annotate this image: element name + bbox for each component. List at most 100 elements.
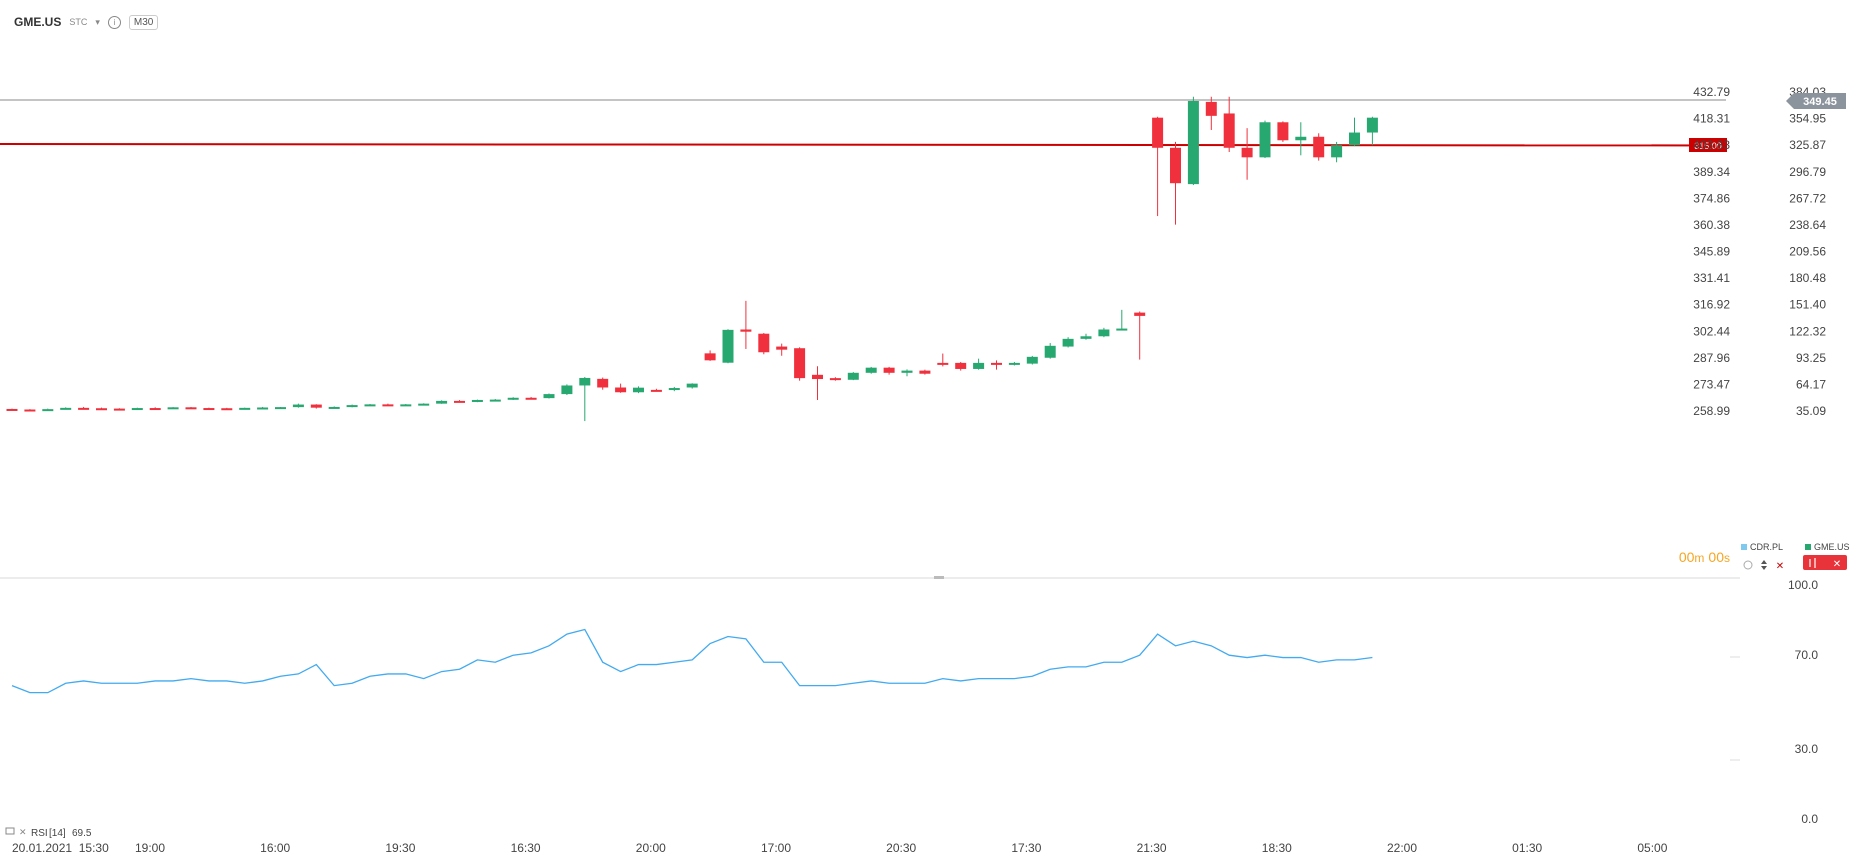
countdown-seconds-unit: s <box>1724 551 1730 565</box>
candle-body[interactable] <box>1116 328 1128 331</box>
indicator-menu-icon[interactable] <box>5 827 15 835</box>
candle-body[interactable] <box>507 397 519 400</box>
candle-body[interactable] <box>543 394 555 399</box>
eye-icon[interactable] <box>1743 560 1753 570</box>
candle-body[interactable] <box>131 408 143 411</box>
candle-body[interactable] <box>364 404 376 407</box>
time-tick: 20:30 <box>886 841 916 855</box>
candle-body[interactable] <box>78 407 90 410</box>
candle-body[interactable] <box>1259 122 1271 158</box>
candle-body[interactable] <box>328 406 340 409</box>
countdown-minutes-unit: m <box>1694 551 1704 565</box>
candle-body[interactable] <box>221 408 233 411</box>
candle-body[interactable] <box>1152 117 1164 148</box>
candle-style-icon[interactable] <box>1809 558 1816 568</box>
candle-body[interactable] <box>382 404 394 407</box>
candle-body[interactable] <box>686 383 698 388</box>
candle-body[interactable] <box>239 407 251 410</box>
candle-body[interactable] <box>471 399 483 402</box>
candle-body[interactable] <box>973 362 985 369</box>
candle-body[interactable] <box>758 333 770 353</box>
candle-body[interactable] <box>42 409 54 412</box>
candle-body[interactable] <box>1062 338 1074 347</box>
remove-gme-icon[interactable]: ✕ <box>1833 559 1841 570</box>
candle-body[interactable] <box>292 404 304 408</box>
candle-body[interactable] <box>60 407 72 410</box>
legend-cdr-label[interactable]: CDR.PL <box>1750 542 1783 552</box>
symbol-label[interactable]: GME.US <box>14 15 62 29</box>
candle-body[interactable] <box>579 377 591 386</box>
candle-body[interactable] <box>436 400 448 404</box>
candle-body[interactable] <box>919 370 931 374</box>
candle-body[interactable] <box>113 408 125 411</box>
candle-body[interactable] <box>149 408 161 411</box>
candle-body[interactable] <box>454 400 465 403</box>
legend-gme-label[interactable]: GME.US <box>1814 542 1850 552</box>
candle-body[interactable] <box>704 353 716 361</box>
candle-body[interactable] <box>203 408 215 411</box>
candle-body[interactable] <box>597 378 609 388</box>
candle-body[interactable] <box>668 388 680 391</box>
candle-body[interactable] <box>615 387 627 393</box>
candle-body[interactable] <box>1044 345 1056 358</box>
candle-body[interactable] <box>1098 329 1110 337</box>
candle-body[interactable] <box>310 404 322 408</box>
candle-body[interactable] <box>346 405 358 408</box>
candle-body[interactable] <box>1349 132 1360 146</box>
candle-body[interactable] <box>1170 147 1181 184</box>
candle-body[interactable] <box>794 348 806 379</box>
candle-body[interactable] <box>1080 336 1092 339</box>
panel-resize-handle[interactable] <box>934 576 944 579</box>
candle-body[interactable] <box>1277 122 1289 141</box>
price-tick-right: 209.56 <box>1789 245 1826 259</box>
candle-body[interactable] <box>1026 356 1038 364</box>
candle-body[interactable] <box>1223 113 1235 148</box>
candle-body[interactable] <box>1134 312 1146 316</box>
info-icon[interactable]: i <box>107 15 121 29</box>
candle-body[interactable] <box>185 407 197 410</box>
candle-body[interactable] <box>257 407 269 410</box>
candle-body[interactable] <box>1366 117 1378 133</box>
candle-body[interactable] <box>1313 136 1325 158</box>
candle-body[interactable] <box>400 404 412 407</box>
instrument-dropdown-icon[interactable]: ▾ <box>95 16 100 27</box>
candle-body[interactable] <box>901 370 913 373</box>
candle-body[interactable] <box>1295 136 1307 141</box>
candle-body[interactable] <box>525 397 537 400</box>
candle-body[interactable] <box>1205 101 1217 116</box>
candle-body[interactable] <box>865 367 877 373</box>
candle-body[interactable] <box>991 362 1002 365</box>
legend-gme-controls[interactable] <box>1803 555 1847 570</box>
candle-body[interactable] <box>955 362 967 369</box>
candle-body[interactable] <box>722 329 734 363</box>
candle-body[interactable] <box>1331 145 1343 158</box>
candle-body[interactable] <box>1241 147 1253 158</box>
candle-body[interactable] <box>740 329 752 332</box>
price-level-tag[interactable] <box>1689 138 1727 152</box>
candle-body[interactable] <box>1008 362 1020 365</box>
candle-body[interactable] <box>489 399 501 402</box>
candle-body[interactable] <box>776 346 788 350</box>
candle-body[interactable] <box>418 403 430 406</box>
candle-body[interactable] <box>275 407 286 410</box>
candle-body[interactable] <box>96 408 107 411</box>
candle-body[interactable] <box>24 409 36 412</box>
candle-body[interactable] <box>650 389 662 392</box>
remove-indicator-icon[interactable]: ✕ <box>19 827 27 837</box>
price-level-line[interactable] <box>0 143 1727 147</box>
candle-body[interactable] <box>812 374 823 380</box>
time-tick: 16:30 <box>511 841 541 855</box>
remove-cdr-icon[interactable]: ✕ <box>1776 561 1784 572</box>
candle-body[interactable] <box>633 387 644 393</box>
candle-body[interactable] <box>6 408 18 411</box>
candle-body[interactable] <box>937 362 949 365</box>
candle-body[interactable] <box>883 367 895 373</box>
candle-body[interactable] <box>847 372 859 380</box>
candle-body[interactable] <box>167 407 179 410</box>
reorder-arrows-icon[interactable] <box>1761 560 1767 570</box>
candle-body[interactable] <box>829 378 841 381</box>
candle-body[interactable] <box>561 385 573 395</box>
candle-body[interactable] <box>1187 100 1199 185</box>
timeframe-selector[interactable]: M30 <box>128 14 159 30</box>
